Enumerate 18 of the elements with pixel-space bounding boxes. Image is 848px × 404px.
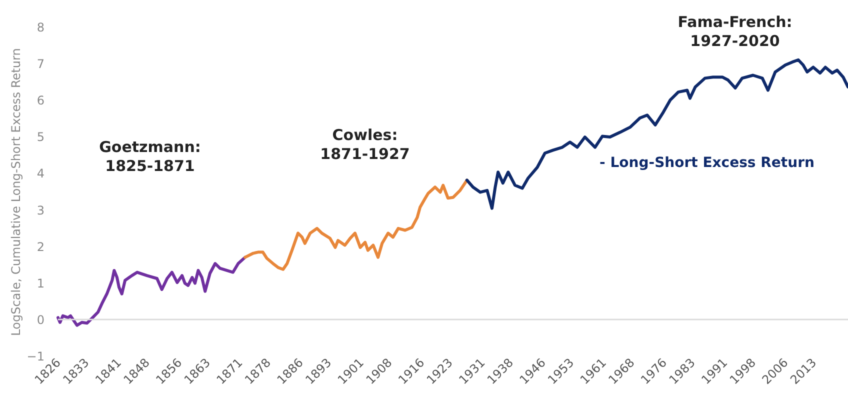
annotation: Fama-French: 1927-2020 <box>678 13 792 50</box>
y-axis-title: LogScale, Cumulative Long-Short Excess Return <box>8 48 23 336</box>
y-tick-label: 3 <box>36 203 44 218</box>
series-label: - Long-Short Excess Return <box>600 155 814 171</box>
y-tick-label: 5 <box>36 130 44 144</box>
y-tick-label: −1 <box>26 350 44 364</box>
line-series <box>465 58 848 210</box>
line-series <box>244 178 468 271</box>
annotation: Cowles: 1871-1927 <box>320 126 410 163</box>
y-tick-label: 4 <box>36 166 44 181</box>
y-tick-label: 6 <box>36 94 44 108</box>
y-tick-label: 1 <box>36 276 44 290</box>
line-series <box>56 256 247 327</box>
y-tick-label: 2 <box>36 240 44 254</box>
y-tick-label: 8 <box>36 20 44 34</box>
annotation: Goetzmann: 1825-1871 <box>99 138 201 175</box>
y-tick-label: 0 <box>36 312 44 327</box>
y-tick-label: 7 <box>36 57 44 72</box>
